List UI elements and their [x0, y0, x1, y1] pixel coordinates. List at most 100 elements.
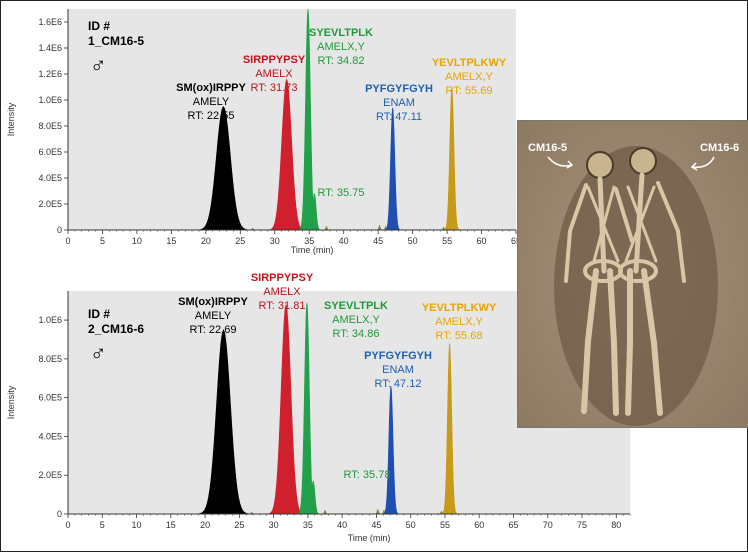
y-tick-label: 1.0E6 [38, 95, 62, 105]
retention-time-label: RT: 47.11 [376, 111, 422, 123]
retention-time-label: RT: 55.68 [436, 330, 483, 342]
peptide-name: PYFGYFGYH [365, 83, 433, 95]
peak-5 [384, 107, 402, 231]
x-axis-label: Time (min) [291, 245, 334, 255]
peptide-name: PYFGYFGYH [364, 350, 432, 362]
y-tick-label: 8.0E5 [38, 121, 62, 131]
retention-time-label: RT: 55.69 [446, 85, 493, 97]
baseline-noise-peak [249, 511, 254, 514]
x-tick-label: 5 [100, 236, 105, 246]
peak-annotation-5: PYFGYFGYH ENAM RT: 47.12 [364, 350, 432, 390]
peptide-name: YEVLTPLKWY [422, 302, 497, 314]
y-tick-label: 0 [57, 509, 62, 519]
peptide-name: SYEVLTPLK [324, 300, 388, 312]
y-tick-label: 6.0E5 [38, 393, 62, 403]
x-tick-label: 70 [543, 520, 553, 530]
peak-annotation-3: SYEVLTPLK AMELX,Y RT: 34.86 [324, 300, 388, 340]
y-tick-label: 8.0E5 [38, 354, 62, 364]
photo-label-cm16-5: CM16-5 [528, 142, 567, 154]
photo-arrow-right-icon [691, 156, 715, 169]
protein-name: AMELX,Y [317, 41, 365, 53]
x-tick-label: 45 [373, 236, 383, 246]
y-tick-label: 4.0E5 [38, 173, 62, 183]
peak-6 [441, 343, 459, 515]
x-tick-label: 65 [511, 236, 521, 246]
peak-annotation-4: RT: 35.75 [318, 187, 365, 199]
x-tick-label: 55 [442, 236, 452, 246]
y-tick-label: 2.0E5 [38, 470, 62, 480]
peptide-name: YEVLTPLKWY [432, 57, 507, 69]
retention-time-label: RT: 22.69 [190, 324, 237, 336]
sample-id-value: 1_CM16-5 [88, 34, 144, 48]
x-tick-label: 0 [65, 236, 70, 246]
peak-annotation-4: RT: 35.78 [344, 469, 391, 481]
peak-annotation-1: SM(ox)IRPPY AMELY RT: 22.55 [176, 82, 246, 122]
x-tick-label: 0 [65, 520, 70, 530]
peptide-name: SYEVLTPLK [309, 27, 373, 39]
peptide-name: SIRPPYPSY [251, 272, 314, 284]
x-tick-label: 15 [166, 520, 176, 530]
peptide-name: SM(ox)IRPPY [176, 82, 246, 94]
peak-annotation-6: YEVLTPLKWY AMELX,Y RT: 55.69 [432, 57, 507, 97]
y-tick-label: 1.6E6 [38, 17, 62, 27]
peptide-name: SM(ox)IRPPY [178, 296, 248, 308]
sample-id-value: 2_CM16-6 [88, 322, 144, 336]
photo-arrow-left-icon [547, 156, 573, 167]
x-tick-label: 20 [201, 236, 211, 246]
x-tick-label: 10 [132, 520, 142, 530]
peak-1 [195, 105, 252, 231]
x-tick-label: 65 [508, 520, 518, 530]
burial-photo: CM16-5 CM16-6 [517, 120, 748, 428]
x-tick-label: 30 [270, 236, 280, 246]
protein-name: AMELX [255, 68, 293, 80]
x-tick-label: 50 [408, 236, 418, 246]
baseline-noise-peak [324, 225, 329, 230]
x-tick-label: 15 [166, 236, 176, 246]
protein-name: AMELX [263, 286, 301, 298]
x-tick-label: 75 [577, 520, 587, 530]
retention-time-label: RT: 34.82 [318, 55, 365, 67]
protein-name: AMELX,Y [445, 71, 493, 83]
y-tick-label: 0 [57, 225, 62, 235]
x-tick-label: 10 [132, 236, 142, 246]
retention-time-label: RT: 34.86 [333, 328, 380, 340]
x-tick-label: 35 [304, 236, 314, 246]
x-tick-label: 25 [234, 520, 244, 530]
x-tick-label: 20 [200, 520, 210, 530]
x-tick-label: 5 [100, 520, 105, 530]
baseline-noise-peak [323, 509, 328, 514]
protein-name: ENAM [383, 97, 415, 109]
peak-annotation-2: SIRPPYPSY AMELX RT: 31.81 [251, 272, 314, 312]
peak-annotation-3: SYEVLTPLK AMELX,Y RT: 34.82 [309, 27, 373, 67]
retention-time-label: RT: 31.81 [259, 300, 306, 312]
x-tick-label: 40 [339, 236, 349, 246]
peak-annotation-6: YEVLTPLKWY AMELX,Y RT: 55.68 [422, 302, 497, 342]
peak-5 [382, 385, 400, 515]
male-symbol-icon: ♂ [90, 340, 107, 365]
peak-6 [443, 86, 461, 231]
x-tick-label: 55 [440, 520, 450, 530]
y-axis-label: Intensity [6, 385, 16, 419]
protein-name: AMELY [195, 310, 232, 322]
retention-time-label: RT: 47.12 [375, 378, 422, 390]
protein-name: AMELX,Y [332, 314, 380, 326]
photo-label-cm16-6: CM16-6 [700, 142, 739, 154]
x-tick-label: 45 [371, 520, 381, 530]
baseline-noise-peak [441, 226, 446, 230]
peptide-name: SIRPPYPSY [243, 54, 306, 66]
x-tick-label: 80 [611, 520, 621, 530]
x-tick-label: 30 [269, 520, 279, 530]
y-tick-label: 1.0E6 [38, 315, 62, 325]
peak-annotation-5: PYFGYFGYH ENAM RT: 47.11 [365, 83, 433, 123]
peak-1 [195, 328, 252, 515]
y-tick-label: 1.4E6 [38, 43, 62, 53]
sample-id-label: ID # [88, 19, 110, 33]
y-tick-label: 2.0E5 [38, 199, 62, 209]
y-tick-label: 1.2E6 [38, 69, 62, 79]
sample-id-label: ID # [88, 307, 110, 321]
retention-time-label: RT: 31.73 [251, 82, 298, 94]
protein-name: ENAM [382, 364, 414, 376]
retention-time-label: RT: 35.78 [344, 469, 391, 481]
protein-name: AMELX,Y [435, 316, 483, 328]
male-symbol-icon: ♂ [90, 52, 107, 77]
